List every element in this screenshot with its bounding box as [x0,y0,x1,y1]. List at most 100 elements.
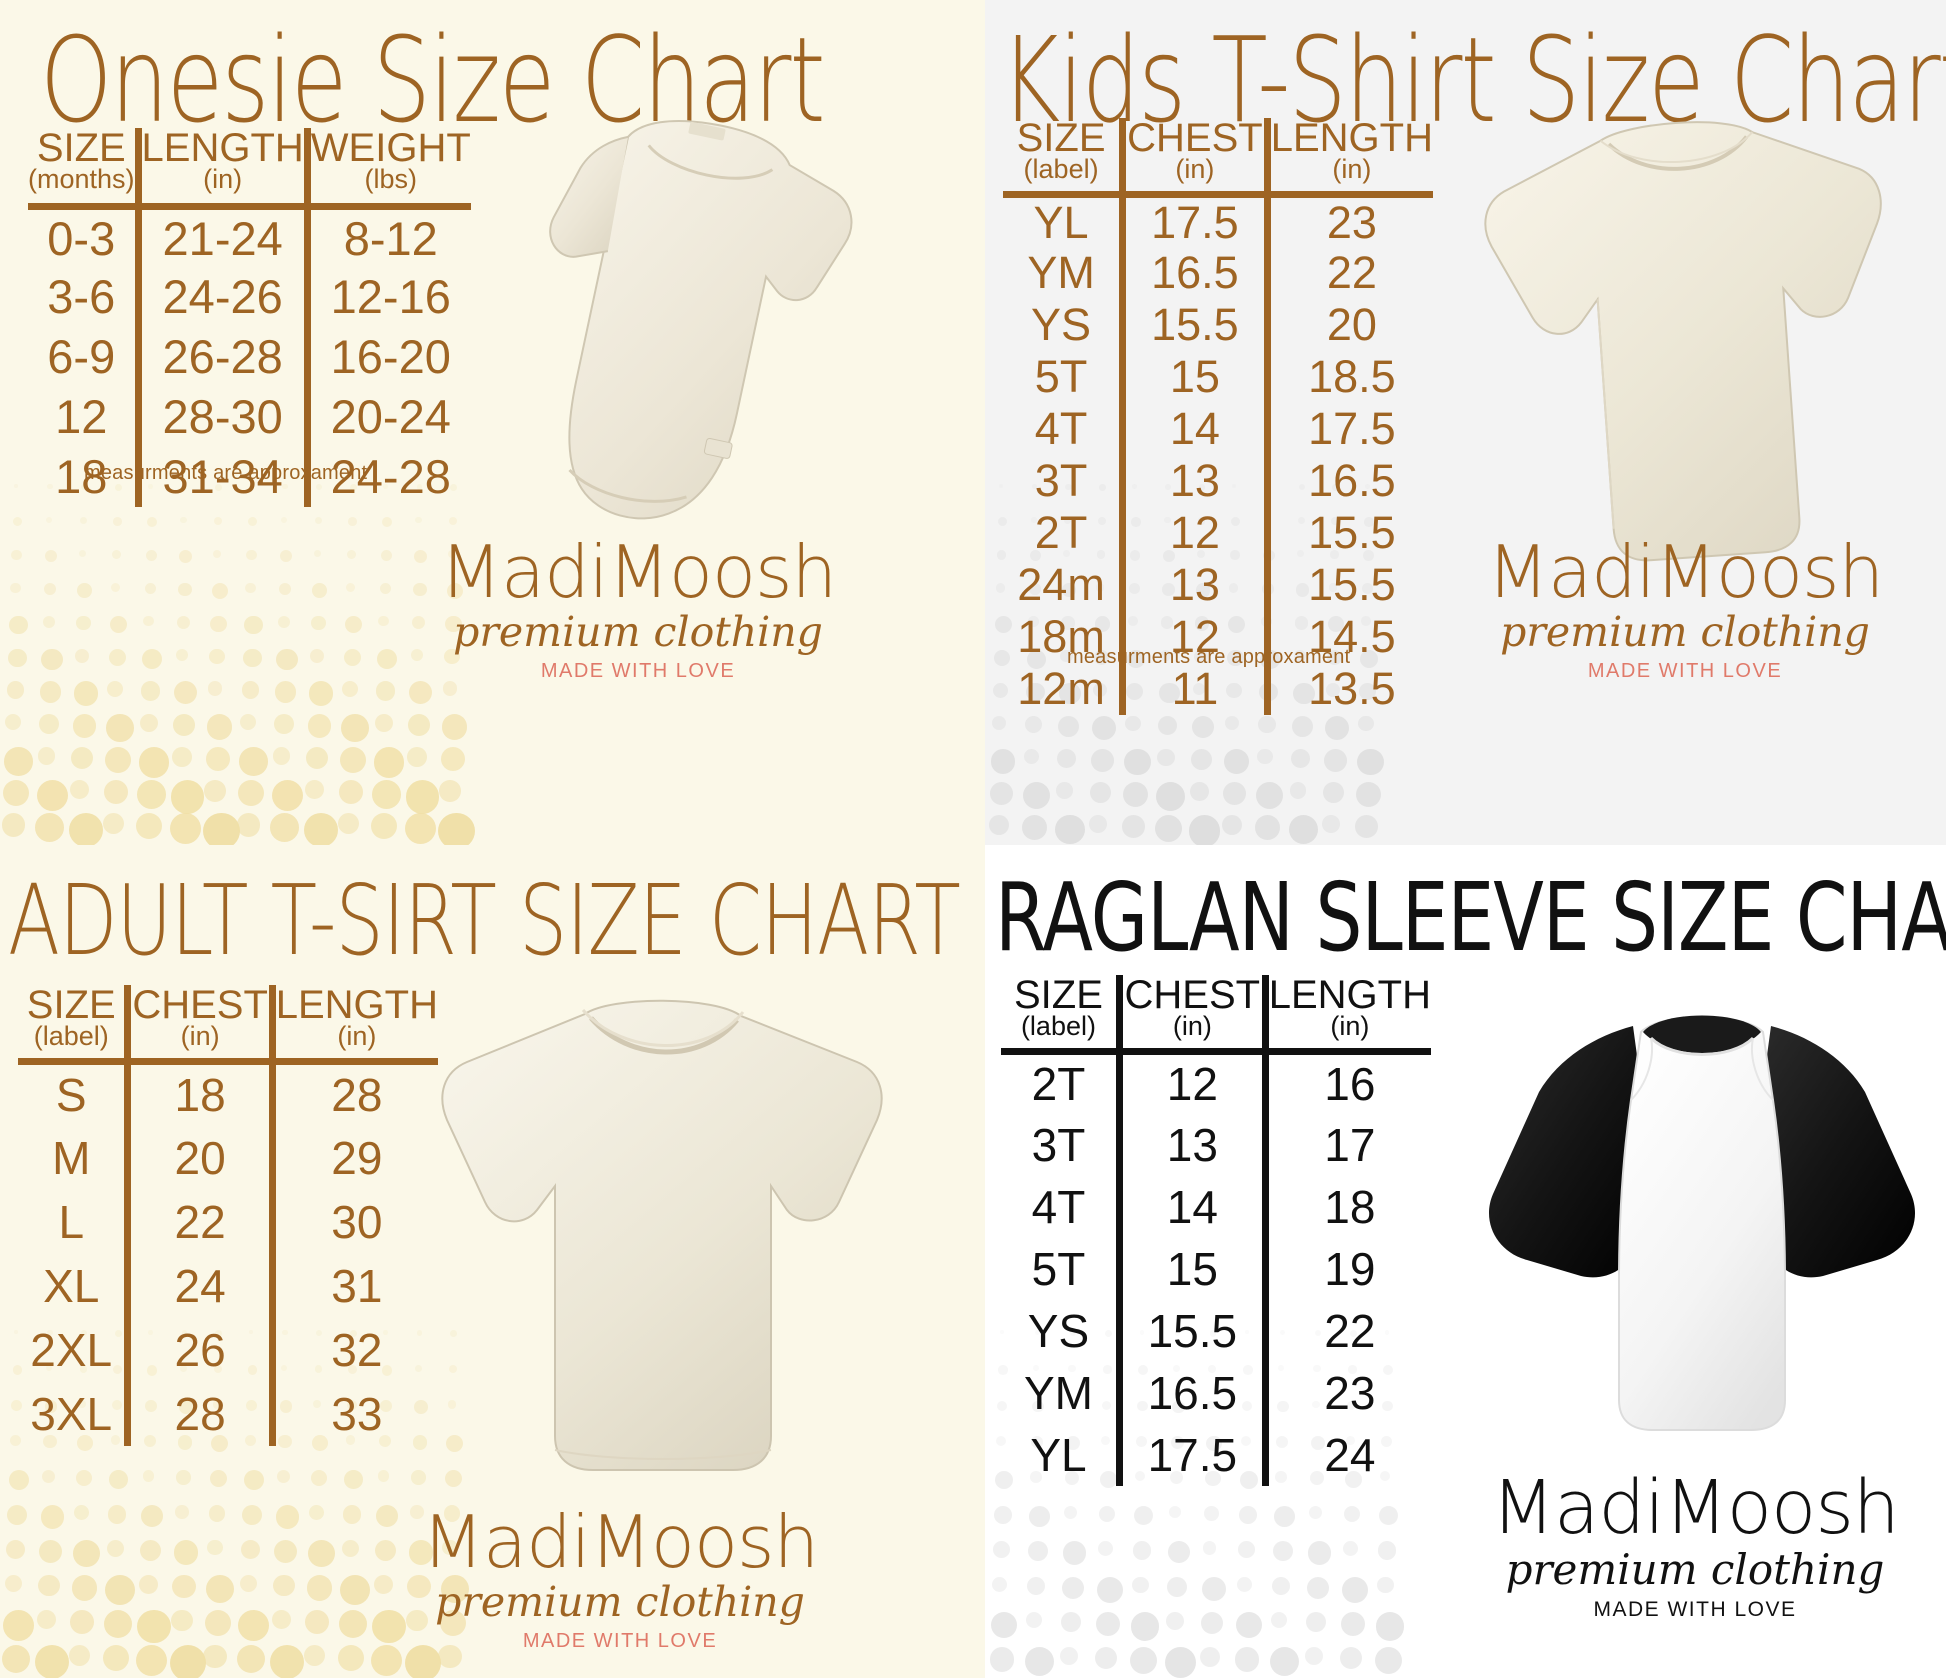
table-cell: 21-24 [134,206,308,267]
table-cell: 23 [1263,194,1433,247]
table-cell: 22 [124,1189,273,1254]
table-cell: 3-6 [47,270,116,323]
panel-onesie: Onesie Size Chart [0,0,985,845]
table-cell: 18m [1017,611,1105,662]
table-cell: 16.5 [1263,454,1433,507]
table-row: YS 15.5 22 [1001,1299,1431,1362]
table-cell: 18.5 [1263,350,1433,403]
table-cell: 20 [124,1125,273,1190]
table-row: 18 31-34 24-28 [28,446,471,507]
table-cell: 4T [1034,403,1088,454]
table-cell: 13 [1119,454,1268,507]
table-cell: L [58,1195,85,1248]
panel-adult-tshirt: ADULT T-SIRT SIZE CHART [0,845,985,1678]
col-header-length: LENGTH (in) [268,985,438,1065]
table-header-row: SIZE (months) LENGTH (in) WEIGHT (lbs) [28,128,471,210]
table-cell: 2XL [30,1323,113,1376]
logo-kids: MadiMoosh premium clothing MADE WITH LOV… [1475,530,1895,683]
table-row: 24m 13 15.5 [1003,558,1433,611]
table-cell: 24 [124,1253,273,1318]
table-row: 5T 15 19 [1001,1237,1431,1300]
table-row: YS 15.5 20 [1003,298,1433,351]
table-cell: 13.5 [1263,662,1433,715]
made-with-love: MADE WITH LOVE [1593,1598,1797,1621]
table-row: S 18 28 [18,1061,438,1126]
table-cell: 5T [1034,351,1088,402]
dot-pattern-onesie [0,470,475,845]
adult-table-body: S 18 28 M 20 29 L 22 30 XL 24 31 2XL 26 32 3XL 28 33 [18,1061,438,1446]
table-cell: 19 [1261,1237,1431,1300]
table-cell: 14 [1115,1175,1266,1238]
table-cell: 22 [1263,246,1433,299]
table-row: 18m 12 14.5 [1003,610,1433,663]
table-cell: 0-3 [47,211,116,265]
adult-tshirt-illustration [441,999,883,1471]
table-cell: YS [1031,299,1092,350]
table-cell: 26-28 [134,326,308,387]
col-header-size: SIZE (label) [1003,118,1123,198]
table-cell: 17.5 [1119,194,1268,247]
logo-raglan: MadiMoosh premium clothing MADE WITH LOV… [1475,1465,1915,1622]
table-cell: 30 [268,1189,438,1254]
table-cell: 15 [1119,350,1268,403]
table-cell: 31-34 [134,446,308,507]
table-cell: 3T [1031,1118,1086,1171]
table-cell: 28 [124,1381,273,1446]
kids-table-body: YL 17.5 23 YM 16.5 22 YS 15.5 20 5T 15 18.5 4T 14 17.5… [1003,194,1433,715]
kids-size-table: SIZE (label) CHEST (in) LENGTH (in) YL 17… [1003,118,1433,715]
table-cell: 12 [1119,506,1268,559]
table-row: M 20 29 [18,1125,438,1190]
panel-raglan: RAGLAN SLEEVE SIZE CHART [985,845,1946,1678]
table-row: YL 17.5 24 [1001,1423,1431,1486]
table-cell: 15.5 [1263,558,1433,611]
table-cell: 13 [1115,1113,1266,1176]
table-cell: 2T [1034,507,1088,558]
table-cell: 26 [124,1317,273,1382]
table-cell: 20-24 [303,386,471,447]
brand-tagline: premium clothing [1505,1545,1885,1594]
table-cell: YL [1030,1428,1087,1481]
onesie-size-table: SIZE (months) LENGTH (in) WEIGHT (lbs) 0… [28,128,471,507]
raglan-title: RAGLAN SLEEVE SIZE CHART [995,863,1946,974]
table-header-row: SIZE (label) CHEST (in) LENGTH (in) [1003,118,1433,198]
table-cell: M [52,1131,91,1184]
made-with-love: MADE WITH LOVE [1587,660,1783,682]
table-cell: 16-20 [303,326,471,387]
col-header-length: LENGTH (in) [134,128,308,210]
table-cell: 32 [268,1317,438,1382]
made-with-love: MADE WITH LOVE [522,1630,718,1652]
table-cell: 28-30 [134,386,308,447]
table-cell: 15.5 [1115,1299,1266,1362]
brand-tagline: premium clothing [1500,608,1870,656]
table-cell: 13 [1119,558,1268,611]
table-cell: 31 [268,1253,438,1318]
table-cell: 15.5 [1263,506,1433,559]
table-cell: 17 [1261,1113,1431,1176]
onesie-illustration [549,120,853,520]
col-header-length: LENGTH (in) [1261,975,1431,1055]
kids-footnote: measurments are approxament [1067,646,1351,668]
table-cell: XL [43,1259,100,1312]
logo-adult: MadiMoosh premium clothing MADE WITH LOV… [410,1500,830,1653]
table-cell: 17.5 [1263,402,1433,455]
table-cell: YS [1027,1304,1090,1357]
table-cell: 15.5 [1119,298,1268,351]
col-header-chest: CHEST (in) [1119,118,1268,198]
table-cell: 29 [268,1125,438,1190]
table-cell: 22 [1261,1299,1431,1362]
raglan-size-table: SIZE (label) CHEST (in) LENGTH (in) 2T 12… [1001,975,1431,1486]
col-header-chest: CHEST (in) [124,985,273,1065]
table-cell: 24-26 [134,266,308,327]
brand-tagline: premium clothing [453,608,823,656]
table-cell: 12 [55,390,108,443]
table-row: L 22 30 [18,1189,438,1254]
col-header-size: SIZE (months) [28,128,139,210]
logo-onesie: MadiMoosh premium clothing MADE WITH LOV… [428,530,848,683]
table-row: 3-6 24-26 12-16 [28,266,471,327]
col-header-size: SIZE (label) [18,985,128,1065]
table-row: 4T 14 18 [1001,1175,1431,1238]
table-row: 3T 13 16.5 [1003,454,1433,507]
table-cell: 18 [124,1061,273,1126]
table-cell: 5T [1031,1242,1086,1295]
